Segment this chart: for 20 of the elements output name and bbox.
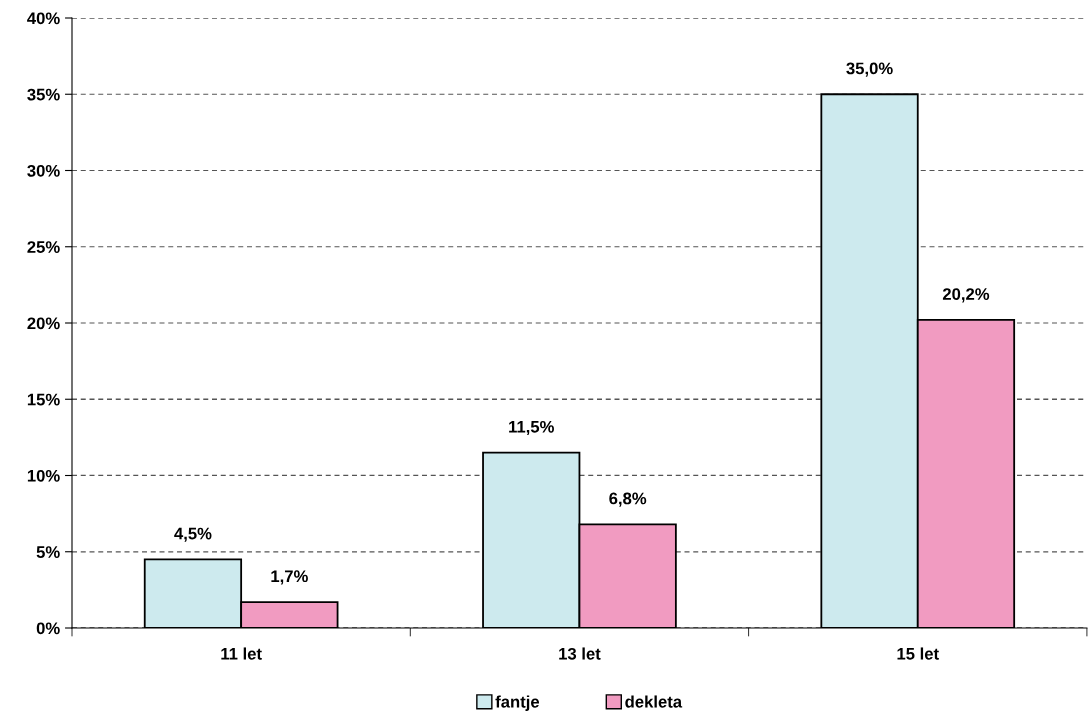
data-label: 6,8% [609,492,647,507]
y-tick-label: 40% [27,12,60,25]
data-label: 1,7% [271,570,308,585]
x-tick-label: 13 let [559,647,601,660]
data-label: 20,2% [942,288,990,303]
legend-label: fantje [495,695,540,711]
y-tick-label: 15% [27,393,60,406]
y-tick-label: 20% [27,317,60,330]
y-tick-label: 25% [27,241,60,253]
data-label: 35,0% [846,62,893,77]
y-tick-label: 10% [27,469,60,482]
y-tick-label: 5% [36,546,60,558]
data-label: 4,5% [174,527,212,542]
y-tick-label: 0% [36,622,60,635]
y-tick-label: 30% [27,164,60,177]
legend-label: dekleta [625,695,683,708]
x-tick-label: 15 let [897,647,939,660]
y-tick-label: 35% [27,88,60,101]
data-label: 11,5% [509,420,554,436]
x-tick-label: 11 let [221,647,262,660]
